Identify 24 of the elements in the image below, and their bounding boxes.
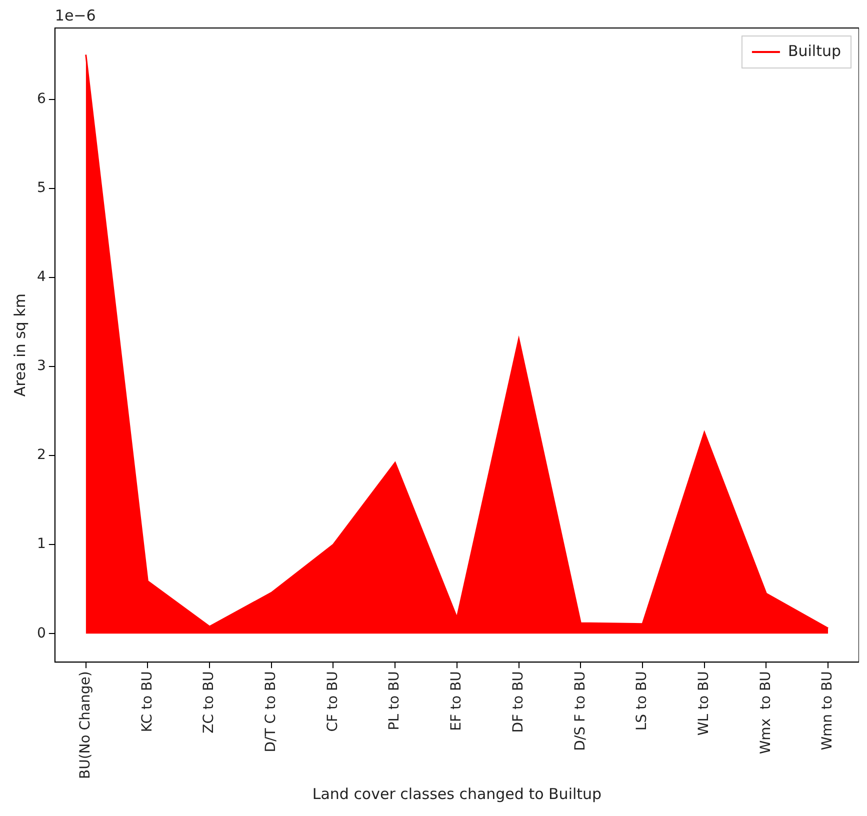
x-tick-label: CF to BU <box>324 671 341 732</box>
x-tick-label: DF to BU <box>510 671 526 733</box>
y-tick-label: 0 <box>36 625 46 642</box>
x-tick-label: Wmn to BU <box>820 671 836 750</box>
y-tick-label: 1 <box>36 536 46 552</box>
x-tick-label: D/S F to BU <box>572 671 588 751</box>
x-tick-label: KC to BU <box>139 671 156 732</box>
y-tick-label: 2 <box>36 447 46 464</box>
y-tick-label: 3 <box>36 358 46 374</box>
y-tick-label: 6 <box>36 90 46 107</box>
x-tick-label: PL to BU <box>386 671 403 730</box>
x-tick-label: EF to BU <box>448 671 465 731</box>
x-tick-label: D/T C to BU <box>263 671 280 752</box>
legend-label: Builtup <box>788 42 842 60</box>
x-tick-label: Wmx to BU <box>758 671 774 754</box>
x-tick-label: ZC to BU <box>201 671 218 734</box>
x-axis-title: Land cover classes changed to Builtup <box>312 784 602 803</box>
x-tick-label: WL to BU <box>696 671 712 736</box>
y-axis-title: Area in sq km <box>10 294 29 397</box>
y-tick-label: 4 <box>36 269 46 286</box>
text: 1e−6 <box>54 6 96 24</box>
x-tick-label: LS to BU <box>634 671 650 731</box>
x-tick-label: BU(No Change) <box>77 671 94 780</box>
y-tick-label: 5 <box>36 180 46 196</box>
